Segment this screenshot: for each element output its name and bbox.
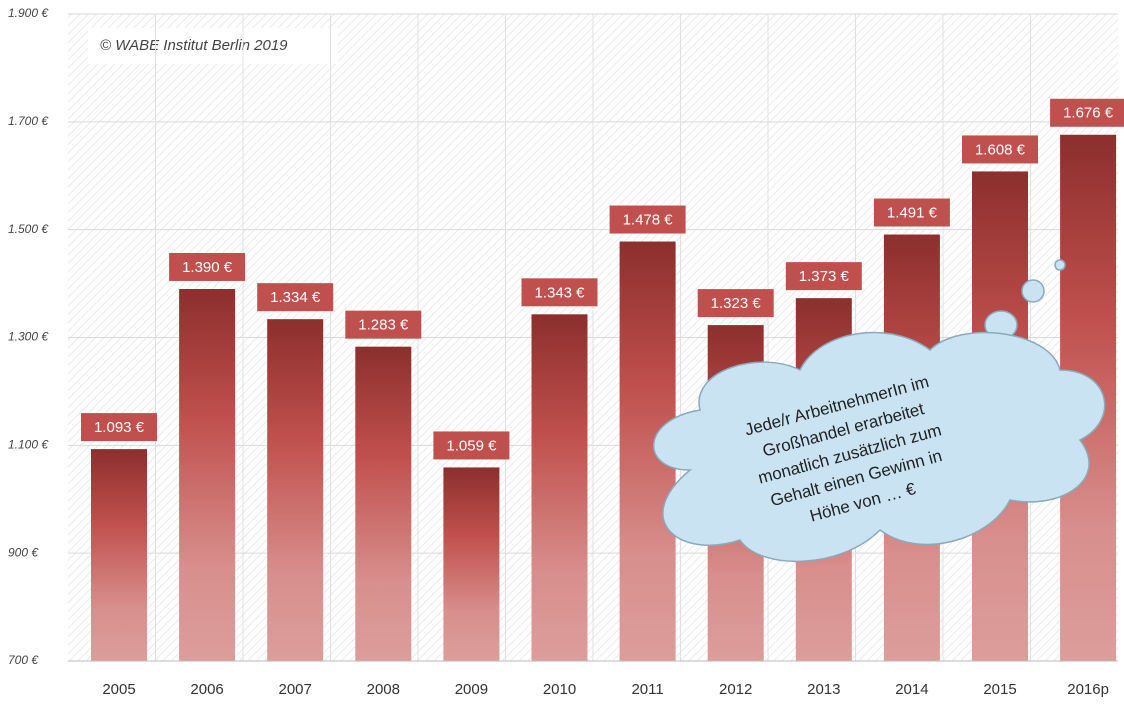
x-tick-label: 2016p: [1067, 681, 1109, 698]
value-label: 1.059 €: [446, 437, 497, 454]
value-label: 1.283 €: [358, 317, 409, 334]
value-label: 1.478 €: [623, 211, 674, 228]
value-label: 1.323 €: [711, 295, 762, 312]
bar: [443, 467, 499, 661]
y-tick-label: 1.300 €: [8, 330, 49, 344]
x-tick-label: 2014: [895, 681, 928, 698]
value-label: 1.608 €: [975, 141, 1026, 158]
x-tick-label: 2009: [455, 681, 488, 698]
x-tick-label: 2011: [631, 681, 663, 698]
bar: [91, 449, 147, 661]
y-tick-label: 900 €: [8, 545, 39, 559]
x-tick-label: 2012: [719, 681, 752, 698]
value-label: 1.676 €: [1063, 105, 1114, 122]
x-tick-label: 2013: [807, 681, 840, 698]
x-tick-label: 2007: [279, 681, 312, 698]
value-label: 1.390 €: [182, 259, 233, 276]
bar: [267, 319, 323, 661]
value-label: 1.343 €: [534, 284, 585, 301]
y-tick-label: 700 €: [8, 653, 39, 667]
y-tick-label: 1.900 €: [8, 6, 49, 20]
annotation: © WABE Institut Berlin 2019: [100, 37, 288, 54]
value-label: 1.491 €: [887, 204, 938, 221]
value-label: 1.373 €: [799, 268, 850, 285]
y-tick-label: 1.500 €: [8, 222, 49, 236]
y-tick-label: 1.700 €: [8, 114, 49, 128]
x-tick-label: 2005: [102, 681, 135, 698]
y-tick-label: 1.100 €: [8, 438, 49, 452]
x-tick-label: 2010: [543, 681, 576, 698]
x-tick-label: 2006: [190, 681, 223, 698]
bar: [179, 289, 235, 661]
x-tick-label: 2015: [983, 681, 1016, 698]
bar: [532, 314, 588, 661]
value-label: 1.334 €: [270, 289, 321, 306]
bar: [355, 347, 411, 661]
value-label: 1.093 €: [94, 419, 145, 436]
x-tick-label: 2008: [367, 681, 400, 698]
chart: © WABE Institut Berlin 2019 700 € 900 € 1.…: [0, 0, 1124, 702]
